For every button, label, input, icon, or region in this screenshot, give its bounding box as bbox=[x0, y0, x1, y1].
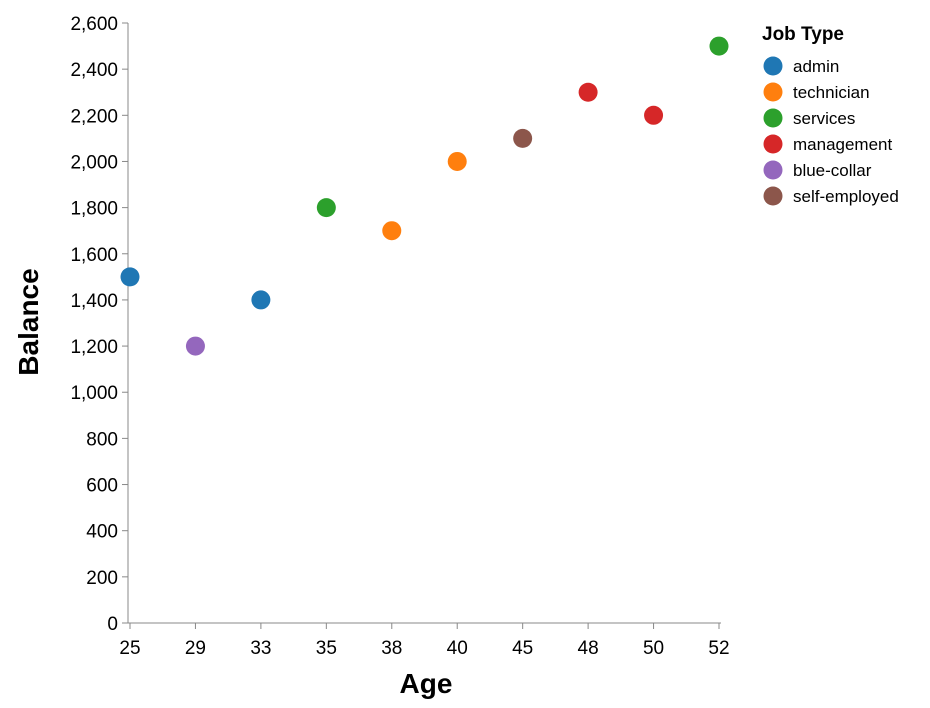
point-management-48[interactable] bbox=[578, 82, 598, 102]
legend-label-technician: technician bbox=[793, 83, 870, 102]
y-tick-label: 200 bbox=[86, 568, 118, 589]
y-tick-label: 1,800 bbox=[70, 199, 118, 220]
y-tick-label: 2,200 bbox=[70, 106, 118, 127]
x-tick-label: 45 bbox=[512, 638, 533, 659]
x-tick-label: 48 bbox=[578, 638, 599, 659]
point-technician-40[interactable] bbox=[447, 151, 467, 171]
legend-swatch-services bbox=[763, 108, 783, 128]
x-tick-label: 52 bbox=[708, 638, 729, 659]
legend-swatch-admin bbox=[763, 56, 783, 76]
x-tick-label: 38 bbox=[381, 638, 402, 659]
legend-label-blue-collar: blue-collar bbox=[793, 161, 872, 180]
x-tick-label: 35 bbox=[316, 638, 337, 659]
x-tick-label: 33 bbox=[250, 638, 271, 659]
point-services-52[interactable] bbox=[709, 36, 729, 56]
y-tick-label: 2,600 bbox=[70, 14, 118, 35]
legend-label-self-employed: self-employed bbox=[793, 187, 899, 206]
legend-swatch-blue-collar bbox=[763, 160, 783, 180]
y-tick-label: 1,400 bbox=[70, 291, 118, 312]
legend-swatch-self-employed bbox=[763, 186, 783, 206]
x-axis-title: Age bbox=[400, 668, 453, 699]
legend-swatch-management bbox=[763, 134, 783, 154]
y-tick-label: 1,200 bbox=[70, 337, 118, 358]
point-technician-38[interactable] bbox=[382, 221, 402, 241]
point-services-35[interactable] bbox=[316, 198, 336, 218]
legend: Job Type admin technician services manageme… bbox=[762, 24, 899, 206]
y-tick-label: 800 bbox=[86, 429, 118, 450]
legend-title: Job Type bbox=[762, 24, 844, 45]
legend-label-management: management bbox=[793, 135, 893, 154]
point-self-employed-45[interactable] bbox=[513, 128, 533, 148]
legend-label-admin: admin bbox=[793, 57, 839, 76]
legend-label-services: services bbox=[793, 109, 855, 128]
y-tick-label: 1,600 bbox=[70, 245, 118, 266]
point-management-50[interactable] bbox=[644, 105, 664, 125]
y-tick-label: 2,000 bbox=[70, 152, 118, 173]
y-tick-label: 1,000 bbox=[70, 383, 118, 404]
x-tick-label: 29 bbox=[185, 638, 206, 659]
point-admin-25[interactable] bbox=[120, 267, 140, 287]
y-tick-label: 600 bbox=[86, 476, 118, 497]
y-axis: 0 200 400 600 800 1,000 1,200 1,400 1,600 1,800 2,… bbox=[70, 14, 129, 635]
y-tick-label: 400 bbox=[86, 522, 118, 543]
point-blue-collar-29[interactable] bbox=[185, 336, 205, 356]
y-tick-label: 0 bbox=[107, 614, 118, 635]
y-tick-label: 2,400 bbox=[70, 60, 118, 81]
legend-swatch-technician bbox=[763, 82, 783, 102]
x-tick-label: 25 bbox=[119, 638, 140, 659]
x-axis: 25 29 33 35 38 40 45 48 50 52 bbox=[119, 622, 730, 659]
x-tick-label: 40 bbox=[447, 638, 468, 659]
y-axis-title: Balance bbox=[13, 268, 44, 375]
data-points bbox=[120, 36, 729, 356]
point-admin-33[interactable] bbox=[251, 290, 271, 310]
x-tick-label: 50 bbox=[643, 638, 664, 659]
